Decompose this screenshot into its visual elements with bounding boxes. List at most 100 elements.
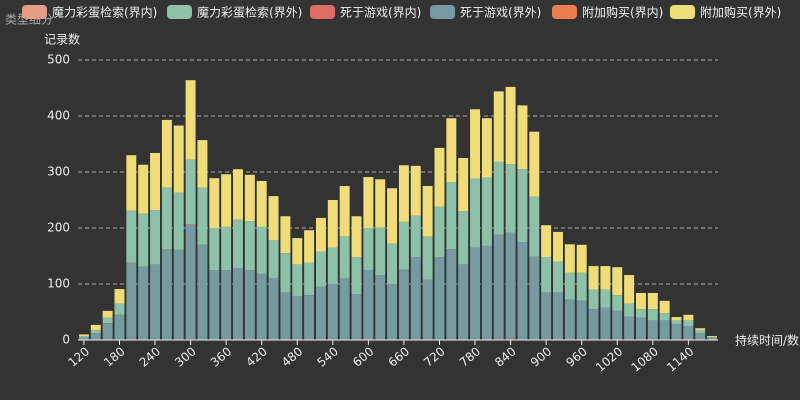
bar-segment xyxy=(470,178,481,248)
bar-segment xyxy=(387,243,398,284)
bar-segment xyxy=(505,86,516,165)
bar-segment xyxy=(244,221,255,270)
bar-segment xyxy=(387,284,398,340)
x-tick-label: 180 xyxy=(101,344,128,369)
bar-segment xyxy=(470,109,481,179)
x-tick-label: 780 xyxy=(457,344,484,369)
bar-segment xyxy=(659,313,670,321)
bar-segment xyxy=(553,261,563,293)
legend-swatch xyxy=(310,5,335,19)
legend-label: 附加购买(界内) xyxy=(582,5,663,20)
bar-segment xyxy=(268,196,279,241)
bar-segment xyxy=(351,257,362,295)
bar-segment xyxy=(280,216,291,254)
bar-segment xyxy=(517,242,528,340)
bar-segment xyxy=(683,326,694,340)
bar-segment xyxy=(292,296,303,340)
bar-segment xyxy=(102,317,113,324)
legend-swatch xyxy=(552,5,577,19)
bar-segment xyxy=(695,333,706,340)
bar-segment xyxy=(671,320,682,325)
bar-segment xyxy=(564,244,575,273)
bar-segment xyxy=(197,244,208,340)
bar-segment xyxy=(126,338,137,340)
bar-segment xyxy=(635,309,646,318)
legend-swatch xyxy=(670,5,695,19)
bar-segment xyxy=(280,253,291,293)
bar-segment xyxy=(150,152,161,211)
bar-segment xyxy=(707,336,718,338)
bar-segment xyxy=(126,262,137,264)
legend-swatch xyxy=(22,5,47,19)
x-axis-label: 持续时间/数 xyxy=(735,333,799,348)
bar-segment xyxy=(422,236,433,280)
x-tick-label: 120 xyxy=(66,344,93,369)
bar-segment xyxy=(292,238,303,265)
bar-segment xyxy=(339,278,350,340)
bar-segment xyxy=(221,270,232,340)
bar-segment xyxy=(647,309,658,321)
bar-segment xyxy=(683,320,694,326)
bar-segment xyxy=(150,264,161,340)
legend-label: 死于游戏(界外) xyxy=(460,6,541,20)
bar-segment xyxy=(635,292,646,310)
legend-label: 魔力彩蛋检索(界外) xyxy=(197,5,302,20)
bar-segment xyxy=(126,263,137,339)
bar-segment xyxy=(375,179,386,228)
x-tick-label: 300 xyxy=(172,344,199,369)
bar-segment xyxy=(78,337,89,340)
bar-segment xyxy=(671,317,682,321)
bar-segment xyxy=(612,267,623,296)
bar-segment xyxy=(315,251,326,287)
legend-label: 死于游戏(界内) xyxy=(340,6,421,20)
y-tick-label: 500 xyxy=(47,53,70,67)
x-tick-label: 1080 xyxy=(629,344,661,374)
bar-segment xyxy=(90,324,101,330)
x-tick-label: 720 xyxy=(421,344,448,369)
bar-segment xyxy=(292,264,303,297)
bar-segment xyxy=(387,188,398,244)
bar-segment xyxy=(327,284,338,340)
bar-segment xyxy=(517,169,528,242)
bar-segment xyxy=(564,272,575,300)
bar-segment xyxy=(315,286,326,340)
bar-segment xyxy=(233,169,243,220)
bar-segment xyxy=(78,336,89,338)
y-axis-label: 记录数 xyxy=(44,32,80,47)
bar-segment xyxy=(268,278,279,340)
bar-segment xyxy=(505,232,516,339)
bar-segment xyxy=(481,245,492,340)
bar-segment xyxy=(505,338,516,340)
bar-segment xyxy=(185,159,196,225)
bar-segment xyxy=(268,240,279,279)
bar-segment xyxy=(339,236,350,279)
bar-segment xyxy=(173,192,184,250)
x-tick-label: 240 xyxy=(137,344,164,369)
bar-segment xyxy=(363,177,374,228)
bar-segment xyxy=(458,264,469,340)
bar-segment xyxy=(707,337,718,340)
x-tick-label: 960 xyxy=(563,344,590,369)
bar-segment xyxy=(209,178,220,228)
bar-segment xyxy=(114,303,125,315)
bar-segment xyxy=(541,257,552,293)
bar-segment xyxy=(541,225,552,258)
bar-segment xyxy=(102,323,113,340)
bar-segment xyxy=(280,292,291,340)
x-tick-label: 360 xyxy=(208,344,235,369)
bar-segment xyxy=(458,211,469,265)
bar-segment xyxy=(588,289,599,310)
bar-segment xyxy=(707,337,718,338)
bar-segment xyxy=(138,213,149,267)
bar-segment xyxy=(588,266,599,290)
x-tick-label: 900 xyxy=(528,344,555,369)
bar-segment xyxy=(150,210,161,265)
bar-segment xyxy=(185,80,196,160)
bar-segment xyxy=(410,215,421,258)
bar-segment xyxy=(576,272,587,301)
bar-segment xyxy=(659,300,670,314)
bar-segment xyxy=(671,324,682,340)
y-tick-label: 300 xyxy=(47,165,70,179)
bar-segment xyxy=(612,295,623,311)
